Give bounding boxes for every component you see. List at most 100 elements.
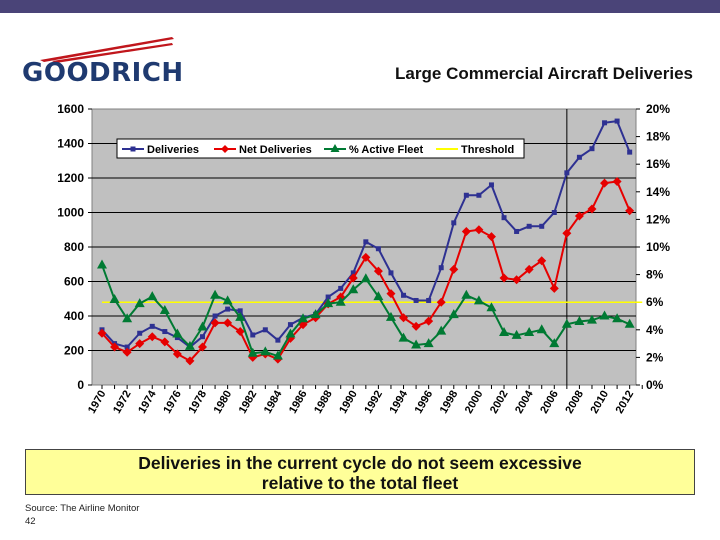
data-point	[401, 292, 407, 298]
data-point	[576, 154, 582, 160]
data-point	[222, 295, 233, 305]
data-point	[423, 338, 434, 348]
callout-line-2: relative to the total fleet	[261, 473, 459, 493]
data-point	[448, 309, 459, 319]
y2-tick-label: 18%	[646, 130, 670, 144]
x-tick-label: 1980	[212, 389, 235, 416]
x-tick-label: 1990	[337, 389, 360, 416]
data-point	[624, 318, 635, 328]
data-point	[147, 291, 158, 301]
data-point	[602, 120, 608, 126]
goodrich-logo: GOODRICH	[22, 34, 184, 90]
data-point	[323, 298, 334, 308]
data-point	[149, 323, 155, 329]
logo-wordmark: GOODRICH	[22, 58, 184, 88]
y-tick-label: 1400	[57, 137, 84, 151]
data-point	[411, 321, 421, 331]
data-point	[574, 316, 585, 326]
data-point	[625, 206, 635, 216]
data-point	[499, 327, 510, 337]
data-point	[398, 332, 409, 342]
legend-label: Threshold	[461, 144, 514, 156]
data-point	[551, 210, 557, 215]
data-point	[473, 295, 484, 305]
data-point	[512, 275, 522, 285]
data-point	[399, 313, 409, 323]
data-point	[373, 266, 383, 276]
callout-line-1: Deliveries in the current cycle do not s…	[138, 453, 582, 473]
x-tick-label: 2008	[563, 389, 586, 416]
data-point	[210, 318, 220, 328]
legend-label: % Active Fleet	[349, 144, 424, 156]
data-point	[124, 344, 130, 350]
top-banner	[0, 0, 720, 13]
data-point	[524, 327, 535, 337]
data-point	[262, 327, 268, 333]
data-point	[325, 294, 331, 300]
data-point	[137, 330, 143, 336]
data-point	[350, 270, 356, 276]
y2-tick-label: 2%	[646, 350, 664, 364]
data-point	[526, 223, 532, 229]
data-point	[539, 223, 545, 229]
y2-tick-label: 20%	[646, 102, 670, 116]
data-point	[174, 335, 180, 341]
callout-box: Deliveries in the current cycle do not s…	[25, 449, 695, 495]
data-point	[272, 350, 283, 360]
data-point	[587, 204, 597, 214]
data-point	[185, 356, 195, 366]
data-point	[474, 225, 484, 235]
data-point	[561, 318, 572, 328]
data-point	[574, 211, 584, 221]
data-point	[225, 306, 231, 312]
x-tick-label: 2000	[463, 389, 486, 416]
x-tick-label: 1972	[111, 389, 134, 416]
x-tick-label: 2006	[538, 389, 561, 416]
legend-label: Net Deliveries	[239, 144, 312, 156]
data-point	[287, 322, 293, 328]
data-point	[298, 313, 309, 323]
data-point	[172, 349, 182, 359]
data-point	[586, 314, 597, 324]
data-point	[122, 313, 133, 323]
data-point	[135, 339, 145, 349]
y-tick-label: 1600	[57, 102, 84, 116]
data-point	[499, 273, 509, 283]
legend-marker	[330, 144, 340, 152]
data-point	[589, 146, 595, 152]
x-tick-label: 2002	[488, 389, 511, 416]
y2-tick-label: 12%	[646, 212, 670, 226]
data-point	[348, 284, 359, 294]
y2-tick-label: 8%	[646, 268, 664, 282]
x-tick-label: 2010	[589, 389, 612, 416]
data-point	[511, 329, 522, 339]
x-tick-label: 1978	[186, 389, 209, 416]
y-tick-label: 200	[64, 344, 84, 358]
x-tick-label: 1992	[362, 389, 385, 416]
data-point	[223, 318, 233, 328]
data-point	[198, 342, 208, 352]
y-tick-label: 600	[64, 275, 84, 289]
data-point	[536, 324, 547, 334]
data-point	[388, 270, 394, 276]
x-tick-label: 1982	[237, 389, 260, 416]
data-point	[600, 178, 610, 188]
y-tick-label: 1200	[57, 171, 84, 185]
data-point	[612, 176, 622, 186]
data-point	[486, 232, 496, 242]
data-point	[110, 342, 120, 352]
x-tick-label: 1976	[161, 389, 184, 416]
data-point	[122, 347, 132, 357]
data-point	[463, 192, 469, 198]
logo-swoosh-icon	[40, 37, 174, 63]
data-point	[599, 310, 610, 320]
data-point	[537, 256, 547, 266]
data-point	[549, 283, 559, 293]
data-point	[363, 239, 369, 245]
data-point	[200, 334, 206, 340]
data-point	[162, 329, 168, 335]
x-tick-label: 1984	[262, 388, 285, 416]
legend-box	[116, 138, 525, 159]
x-tick-label: 1998	[438, 389, 461, 416]
data-point	[237, 308, 243, 314]
